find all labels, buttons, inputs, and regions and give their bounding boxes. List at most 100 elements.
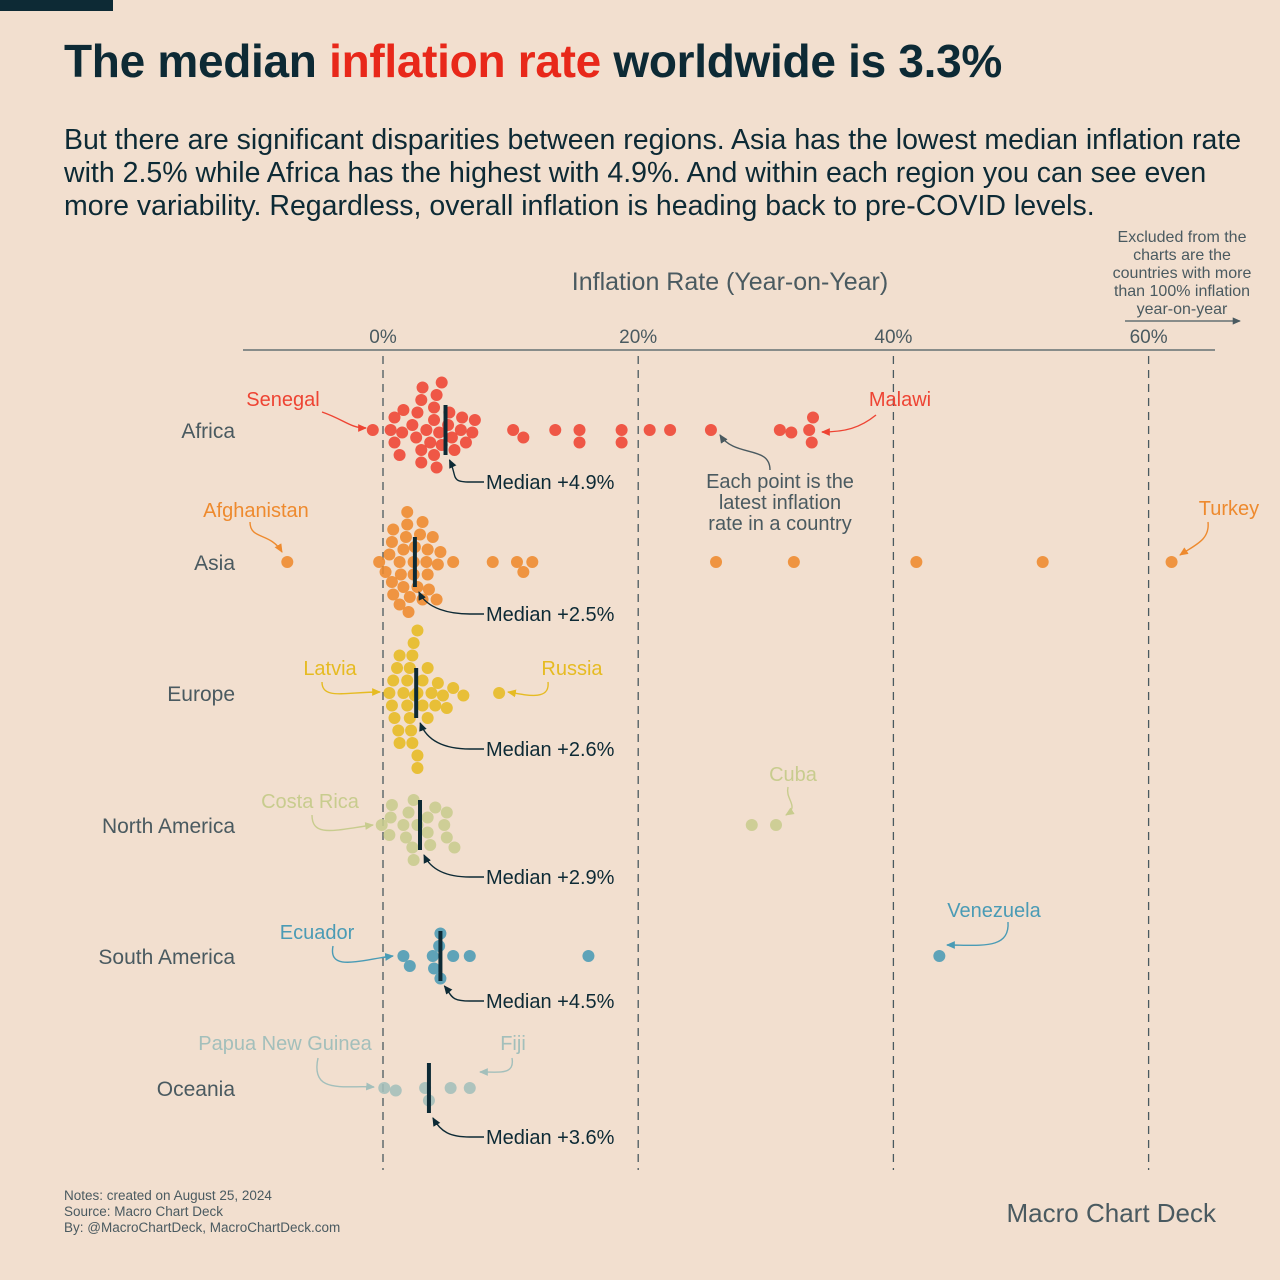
country-label-cuba: Cuba: [769, 764, 818, 786]
data-point-south-america: [447, 950, 460, 962]
data-point-oceania: [463, 1082, 476, 1094]
point-note-arrow: [719, 434, 771, 471]
region-label-north-america: North America: [102, 815, 235, 838]
data-point-asia: [401, 518, 414, 531]
point-note-line: latest inflation: [719, 492, 841, 514]
data-point-asia: [510, 556, 523, 568]
median-label-south-america: Median +4.5%: [486, 991, 615, 1013]
point-note-line: rate in a country: [708, 513, 851, 535]
brand-name: Macro Chart Deck: [1006, 1198, 1217, 1228]
data-point-north-america: [429, 801, 442, 814]
data-point-europe: [401, 674, 414, 687]
data-point-north-america: [440, 831, 453, 844]
country-arrow: [1179, 521, 1209, 556]
data-point-africa: [411, 406, 424, 419]
data-point-south-america: [428, 962, 441, 975]
excluded-note-line: countries with more: [1113, 265, 1252, 282]
region-label-africa: Africa: [181, 420, 235, 443]
country-label-afghanistan: Afghanistan: [203, 500, 309, 522]
x-axis-label: Inflation Rate (Year-on-Year): [572, 268, 888, 296]
notes-source: Source: Macro Chart Deck: [64, 1204, 224, 1219]
data-point-europe: [405, 724, 418, 737]
title-prefix: The median: [64, 35, 330, 87]
data-point-asia: [383, 548, 396, 561]
median-arrow-oceania: [432, 1117, 484, 1138]
data-point-south-america: [582, 950, 595, 962]
data-point-south-america: [463, 950, 476, 962]
data-point-asia: [447, 556, 460, 568]
country-label-ecuador: Ecuador: [280, 922, 355, 944]
data-point-asia: [385, 536, 398, 548]
data-point-europe: [411, 749, 424, 762]
data-point-asia: [1036, 556, 1049, 568]
data-point-africa: [424, 436, 437, 449]
data-point-africa: [397, 404, 410, 416]
data-point-oceania: [389, 1084, 402, 1097]
data-point-europe: [403, 662, 416, 674]
data-point-north-america: [407, 854, 420, 866]
median-arrow-asia: [418, 591, 484, 615]
data-point-africa: [428, 414, 441, 426]
country-label-malawi: Malawi: [869, 389, 931, 411]
data-point-africa: [428, 449, 441, 461]
data-point-asia: [397, 581, 410, 593]
country-arrow: [249, 521, 283, 553]
median-label-europe: Median +2.6%: [486, 739, 615, 761]
data-point-asia: [421, 543, 434, 556]
data-point-north-america: [406, 841, 419, 854]
data-point-asia: [397, 543, 410, 556]
data-point-north-america: [399, 831, 412, 844]
data-point-europe: [411, 762, 424, 774]
data-point-north-america: [421, 826, 434, 839]
data-point-north-america: [383, 829, 396, 841]
country-label-fiji: Fiji: [500, 1033, 526, 1055]
data-point-north-america: [438, 819, 451, 831]
data-point-europe: [388, 712, 401, 724]
data-point-asia: [414, 528, 427, 541]
median-arrow-europe: [419, 722, 484, 750]
top-accent-bar: [0, 0, 113, 11]
median-label-asia: Median +2.5%: [486, 604, 615, 626]
data-point-north-america: [770, 819, 783, 831]
data-point-europe: [407, 637, 420, 649]
x-tick-label: 20%: [619, 327, 657, 348]
data-point-europe: [393, 737, 406, 749]
data-point-asia: [420, 556, 433, 568]
data-point-north-america: [448, 841, 461, 854]
data-point-europe: [383, 687, 396, 699]
data-point-asia: [393, 556, 406, 568]
country-arrow: [321, 681, 381, 696]
data-point-europe: [457, 689, 470, 702]
data-point-africa: [517, 431, 530, 444]
data-point-africa: [507, 424, 520, 436]
data-point-africa: [573, 436, 586, 449]
notes: Notes: created on August 25, 2024 Source…: [64, 1188, 340, 1236]
data-point-europe: [391, 662, 404, 674]
data-point-africa: [415, 394, 428, 406]
data-point-africa: [573, 424, 586, 436]
data-point-asia: [394, 568, 407, 581]
data-point-asia: [379, 566, 392, 578]
data-point-asia: [401, 506, 414, 518]
data-point-europe: [436, 689, 449, 702]
data-point-africa: [393, 449, 406, 461]
median-arrow-south-america: [443, 985, 484, 1002]
median-label-oceania: Median +3.6%: [486, 1127, 615, 1149]
data-point-africa: [420, 424, 433, 436]
data-point-asia: [430, 593, 443, 606]
data-point-asia: [393, 598, 406, 611]
data-point-africa: [396, 426, 409, 439]
median-label-africa: Median +4.9%: [486, 472, 615, 494]
data-point-north-america: [424, 839, 437, 851]
page-title: The median inflation rate worldwide is 3…: [64, 34, 1002, 88]
country-arrow: [316, 1057, 375, 1091]
data-point-africa: [664, 424, 677, 436]
data-point-africa: [643, 424, 656, 436]
country-label-costa-rica: Costa Rica: [261, 791, 360, 813]
data-point-africa: [388, 436, 401, 449]
data-point-europe: [421, 712, 434, 724]
data-point-europe: [416, 674, 429, 687]
median-arrow-north-america: [423, 854, 484, 878]
country-arrow: [311, 814, 374, 832]
country-arrow: [507, 681, 549, 698]
